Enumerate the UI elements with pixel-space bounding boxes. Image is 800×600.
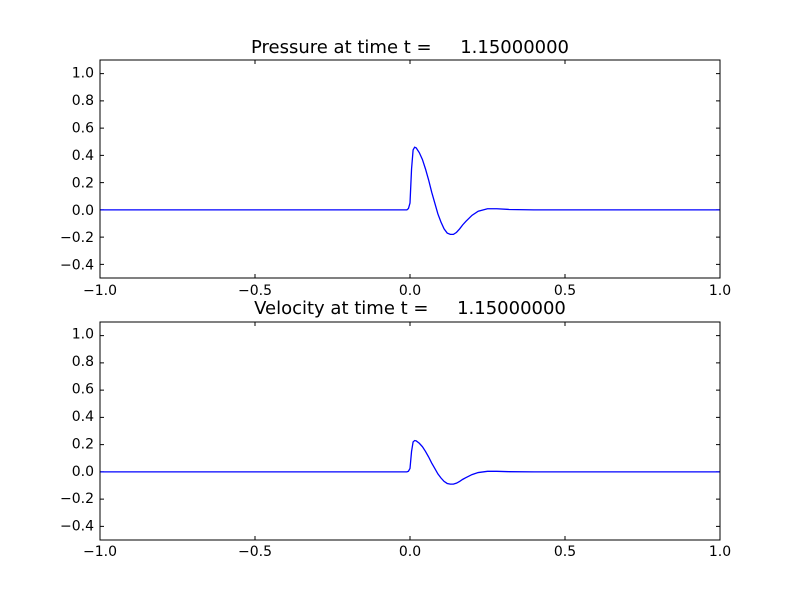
velocity-y-tick-label: 1.0 — [72, 327, 94, 343]
velocity-title: Velocity at time t = 1.15000000 — [254, 298, 566, 319]
pressure-x-tick-labels: −1.0 −0.5 0.0 0.5 1.0 — [83, 283, 731, 299]
velocity-x-tick-labels: −1.0 −0.5 0.0 0.5 1.0 — [83, 544, 731, 560]
pressure-title: Pressure at time t = 1.15000000 — [251, 37, 569, 58]
pressure-y-tick-label: 0.2 — [72, 176, 94, 192]
pressure-series-line — [100, 146, 720, 236]
velocity-x-tick-label: 1.0 — [709, 544, 731, 560]
pressure-x-tick-label: −0.5 — [238, 283, 272, 299]
velocity-x-tick-label: 0.5 — [554, 544, 576, 560]
pressure-y-tick-label: 0.0 — [72, 203, 94, 219]
pressure-chart: Pressure at time t = 1.15000000 −1.0 −0.… — [60, 37, 731, 299]
pressure-y-tick-labels: −0.4 −0.2 0.0 0.2 0.4 0.6 0.8 1.0 — [60, 66, 94, 274]
velocity-x-tick-label: −0.5 — [238, 544, 272, 560]
pressure-x-tick-label: 0.0 — [399, 283, 421, 299]
velocity-series-line — [100, 439, 720, 485]
pressure-y-tick-label: 1.0 — [72, 66, 94, 82]
velocity-y-tick-label: 0.4 — [72, 409, 94, 425]
velocity-x-tick-label: −1.0 — [83, 544, 117, 560]
velocity-y-tick-label: 0.0 — [72, 464, 94, 480]
velocity-plot-frame — [99, 321, 721, 541]
velocity-y-tick-label: −0.2 — [60, 491, 94, 507]
velocity-y-tick-label: −0.4 — [60, 519, 94, 535]
pressure-x-tick-label: −1.0 — [83, 283, 117, 299]
pressure-x-tick-label: 0.5 — [554, 283, 576, 299]
pressure-y-tick-label: −0.2 — [60, 230, 94, 246]
velocity-y-tick-label: 0.2 — [72, 437, 94, 453]
pressure-y-tick-label: 0.6 — [72, 121, 94, 137]
velocity-y-tick-label: 0.8 — [72, 354, 94, 370]
pressure-x-tick-label: 1.0 — [709, 283, 731, 299]
pressure-plot-frame — [99, 59, 721, 279]
velocity-x-tick-label: 0.0 — [399, 544, 421, 560]
pressure-y-tick-label: 0.8 — [72, 93, 94, 109]
pressure-y-tick-label: 0.4 — [72, 148, 94, 164]
pressure-y-tick-label: −0.4 — [60, 258, 94, 274]
velocity-y-tick-label: 0.6 — [72, 382, 94, 398]
velocity-chart: Velocity at time t = 1.15000000 −1.0 −0.… — [60, 298, 731, 560]
velocity-y-tick-labels: −0.4 −0.2 0.0 0.2 0.4 0.6 0.8 1.0 — [60, 327, 94, 535]
